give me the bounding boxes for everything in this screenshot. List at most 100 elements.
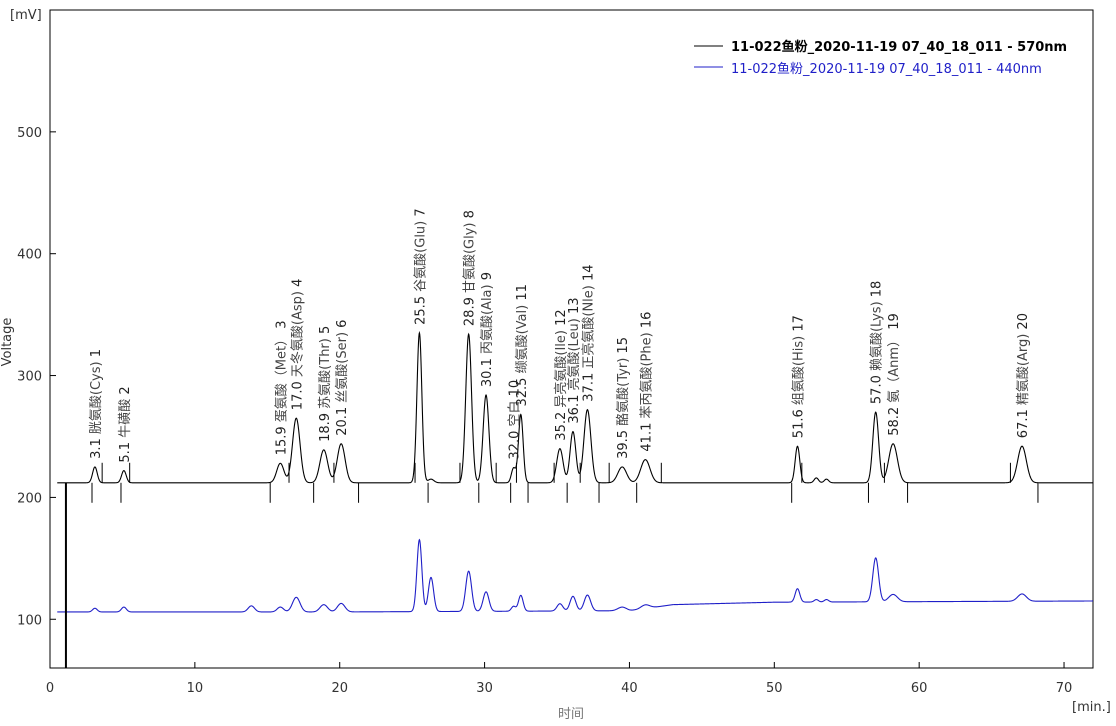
peak-name: 赖氨酸(Lys) xyxy=(870,301,885,371)
peak-annotation: 37.1 正亮氨酸(Nle) 14 xyxy=(580,264,596,401)
x-unit-label: [min.] xyxy=(1072,700,1111,715)
peak-name: 精氨酸(Arg) xyxy=(1016,334,1031,405)
peak-number: 5 xyxy=(318,326,333,338)
peak-time: 51.6 xyxy=(792,405,807,438)
peak-name: 牛磺酸 xyxy=(118,399,133,438)
peak-number: 12 xyxy=(554,309,569,330)
peak-number: 17 xyxy=(792,315,807,336)
legend-label-440nm: 11-022鱼粉_2020-11-19 07_40_18_011 - 440nm xyxy=(731,61,1042,77)
peak-name: 缬氨酸(Val) xyxy=(515,305,530,374)
peak-annotation: 58.2 氨（Anm） 19 xyxy=(887,313,902,436)
series-line-570nm xyxy=(57,330,1093,484)
peak-annotation: 57.0 赖氨酸(Lys) 18 xyxy=(870,281,885,404)
peak-annotation: 18.9 苏氨酸(Thr) 5 xyxy=(317,326,333,442)
y-tick-label: 300 xyxy=(17,370,42,385)
x-tick-label: 50 xyxy=(766,681,783,696)
peak-number: 14 xyxy=(581,264,596,285)
peak-annotation: 28.9 甘氨酸(Gly) 8 xyxy=(463,210,478,326)
peak-time: 67.1 xyxy=(1016,405,1031,438)
peak-name: 蛋氨酸（Met） xyxy=(274,333,289,422)
peak-annotation: 15.9 蛋氨酸（Met） 3 xyxy=(274,321,289,456)
peak-name: 苯丙氨酸(Phe) xyxy=(639,332,654,418)
peak-annotation: 36.1 亮氨酸(Leu) 13 xyxy=(566,297,582,423)
peak-time: 3.1 xyxy=(89,434,104,459)
peak-time: 32.5 xyxy=(515,373,530,406)
peak-time: 39.5 xyxy=(616,426,631,459)
peak-name: 异亮氨酸(Ile) xyxy=(553,330,569,408)
peak-annotation: 32.0 空白 10 xyxy=(507,380,523,460)
x-tick-label: 40 xyxy=(621,681,638,696)
x-axis-label: 时间 xyxy=(558,707,584,722)
x-tick-label: 60 xyxy=(911,681,928,696)
peak-annotation: 30.1 丙氨酸(Ala) 9 xyxy=(480,272,495,387)
peak-time: 35.2 xyxy=(554,408,569,441)
series-lines xyxy=(57,330,1093,668)
peak-time: 28.9 xyxy=(463,293,478,326)
x-tick-label: 10 xyxy=(187,681,204,696)
peak-number: 19 xyxy=(887,313,902,334)
x-tick-label: 20 xyxy=(331,681,348,696)
peak-time: 5.1 xyxy=(118,438,133,463)
peak-time: 57.0 xyxy=(870,371,885,404)
peak-annotation: 17.0 天冬氨酸(Asp) 4 xyxy=(289,279,305,411)
peak-name: 谷氨酸(Glu) xyxy=(413,221,428,292)
peak-number: 18 xyxy=(870,281,885,302)
peak-number: 3 xyxy=(274,321,289,333)
peak-name: 酪氨酸(Tyr) xyxy=(615,358,631,426)
peak-name: 甘氨酸(Gly) xyxy=(463,222,478,293)
x-tick-label: 30 xyxy=(476,681,493,696)
peak-number: 1 xyxy=(89,349,104,361)
peak-time: 25.5 xyxy=(413,292,428,325)
series-line-440nm xyxy=(57,538,1093,613)
peak-annotation: 41.1 苯丙氨酸(Phe) 16 xyxy=(639,312,654,452)
peak-annotation: 51.6 组氨酸(His) 17 xyxy=(792,315,807,438)
peak-name: 亮氨酸(Leu) xyxy=(566,318,582,390)
peak-number: 2 xyxy=(118,386,133,398)
peak-annotation: 32.5 缬氨酸(Val) 11 xyxy=(515,284,530,406)
peak-time: 18.9 xyxy=(318,409,333,442)
peak-name: 丙氨酸(Ala) xyxy=(480,284,495,354)
peak-name: 胱氨酸(Cys) xyxy=(89,361,104,434)
peak-number: 11 xyxy=(515,284,530,305)
peak-time: 37.1 xyxy=(581,369,596,402)
peak-annotation: 35.2 异亮氨酸(Ile) 12 xyxy=(553,309,569,440)
peak-name: 组氨酸(His) xyxy=(792,336,807,405)
peak-number: 16 xyxy=(639,312,654,333)
peak-name: 苏氨酸(Thr) xyxy=(317,338,333,409)
peak-time: 36.1 xyxy=(567,391,582,424)
peak-time: 17.0 xyxy=(290,377,305,410)
peak-number: 15 xyxy=(616,337,631,358)
peak-time: 20.1 xyxy=(335,403,350,436)
peak-name: 空白 xyxy=(507,401,523,427)
peak-annotation: 39.5 酪氨酸(Tyr) 15 xyxy=(615,337,631,459)
peak-number: 13 xyxy=(567,297,582,318)
peak-time: 30.1 xyxy=(480,354,495,387)
peak-name: 正亮氨酸(Nle) xyxy=(580,285,596,368)
peak-number: 9 xyxy=(480,272,495,284)
axis-ticks: 0 10 20 30 40 50 60 70 100 200 300 400 500 xyxy=(17,126,1072,696)
y-tick-label: 400 xyxy=(17,248,42,263)
peak-labels: 3.1 胱氨酸(Cys) 15.1 牛磺酸 215.9 蛋氨酸（Met） 317… xyxy=(89,208,1031,462)
peak-annotation: 20.1 丝氨酸(Ser) 6 xyxy=(335,320,350,436)
y-axis-label: Voltage xyxy=(0,318,15,367)
peak-number: 6 xyxy=(335,320,350,332)
peak-number: 20 xyxy=(1016,313,1031,334)
legend-label-570nm: 11-022鱼粉_2020-11-19 07_40_18_011 - 570nm xyxy=(731,39,1067,55)
integration-marks xyxy=(91,462,1039,503)
peak-name: 天冬氨酸(Asp) xyxy=(289,291,305,377)
x-tick-label: 0 xyxy=(46,681,54,696)
peak-annotation: 25.5 谷氨酸(Glu) 7 xyxy=(413,208,428,325)
peak-time: 41.1 xyxy=(639,419,654,452)
peak-annotation: 5.1 牛磺酸 2 xyxy=(118,386,133,462)
peak-time: 32.0 xyxy=(508,427,523,460)
y-tick-label: 100 xyxy=(17,613,42,628)
y-unit-label: [mV] xyxy=(10,8,42,23)
peak-time: 58.2 xyxy=(887,403,902,436)
peak-number: 7 xyxy=(413,208,428,220)
peak-name: 氨（Anm） xyxy=(887,334,902,403)
peak-name: 丝氨酸(Ser) xyxy=(335,332,350,403)
peak-time: 15.9 xyxy=(274,422,289,455)
y-tick-label: 500 xyxy=(17,126,42,141)
